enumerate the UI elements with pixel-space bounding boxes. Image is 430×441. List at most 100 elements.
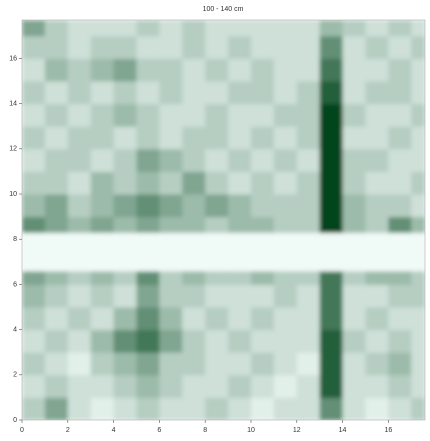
heat-cell <box>136 375 159 398</box>
heat-cell <box>297 217 320 233</box>
heat-cell <box>205 58 228 81</box>
heat-cell <box>68 271 91 285</box>
heat-cell <box>343 271 366 285</box>
heat-cell <box>274 217 297 233</box>
heat-cell <box>297 194 320 217</box>
heat-cell <box>205 375 228 398</box>
heat-cell <box>228 284 251 307</box>
heat-cell <box>114 375 137 398</box>
heat-cell <box>343 307 366 330</box>
heat-cell <box>114 104 137 127</box>
x-tick-label: 16 <box>384 427 392 434</box>
heat-cell <box>343 81 366 104</box>
heat-cell <box>114 232 137 271</box>
heat-cell <box>297 271 320 285</box>
heat-cell <box>274 375 297 398</box>
heat-cell <box>320 81 343 104</box>
heat-cell <box>114 397 137 420</box>
heat-cell <box>182 194 205 217</box>
heat-cell <box>228 20 251 36</box>
heat-cell <box>159 375 182 398</box>
heat-cell <box>136 330 159 353</box>
heat-cell <box>45 307 68 330</box>
heat-cell <box>365 284 388 307</box>
heat-cell <box>297 171 320 194</box>
heat-cell <box>365 20 388 36</box>
heat-cell <box>114 126 137 149</box>
heat-cell <box>22 232 45 271</box>
heat-cell <box>297 375 320 398</box>
heat-cell <box>45 171 68 194</box>
heat-cell <box>182 232 205 271</box>
heat-cell <box>411 284 425 307</box>
heat-cell <box>182 284 205 307</box>
heat-cell <box>388 284 411 307</box>
heat-cell <box>251 232 274 271</box>
heat-cell <box>251 171 274 194</box>
heat-cell <box>274 58 297 81</box>
heat-cell <box>365 104 388 127</box>
y-tick-label: 12 <box>9 146 17 153</box>
heat-cell <box>297 36 320 59</box>
heat-cell <box>182 330 205 353</box>
heat-cell <box>388 81 411 104</box>
heat-cell <box>388 232 411 271</box>
heat-cell <box>68 81 91 104</box>
heat-cell <box>411 58 425 81</box>
heat-cell <box>297 20 320 36</box>
heat-cell <box>320 104 343 127</box>
heat-cell <box>343 194 366 217</box>
heat-cell <box>159 397 182 420</box>
heat-cell <box>320 375 343 398</box>
heat-cell <box>388 271 411 285</box>
heat-cell <box>205 284 228 307</box>
y-tick-label: 0 <box>13 417 17 424</box>
y-tick-label: 14 <box>9 100 17 107</box>
heat-cell <box>297 307 320 330</box>
heat-cell <box>91 330 114 353</box>
heat-cell <box>114 330 137 353</box>
heat-cell <box>343 104 366 127</box>
heat-cell <box>343 149 366 172</box>
heat-cell <box>136 81 159 104</box>
heat-cell <box>411 232 425 271</box>
heat-cell <box>136 194 159 217</box>
heat-cell <box>343 330 366 353</box>
heat-cell <box>68 284 91 307</box>
heat-cell <box>45 352 68 375</box>
heat-cell <box>182 36 205 59</box>
heat-cell <box>388 126 411 149</box>
heat-cell <box>320 20 343 36</box>
heat-cell <box>136 20 159 36</box>
heat-cell <box>251 20 274 36</box>
heat-cell <box>22 104 45 127</box>
heat-cell <box>411 352 425 375</box>
x-tick-label: 2 <box>66 427 70 434</box>
heat-cell <box>365 171 388 194</box>
y-tick-label: 4 <box>13 326 17 333</box>
heat-cell <box>159 194 182 217</box>
heat-cell <box>136 271 159 285</box>
heat-cell <box>68 171 91 194</box>
heat-cell <box>182 307 205 330</box>
heat-cell <box>228 217 251 233</box>
heat-cell <box>411 194 425 217</box>
heat-cell <box>228 149 251 172</box>
heat-cell <box>274 232 297 271</box>
heat-cell <box>182 397 205 420</box>
heat-cell <box>297 232 320 271</box>
heat-cell <box>114 217 137 233</box>
heat-cell <box>159 126 182 149</box>
heat-cell <box>388 330 411 353</box>
heat-cell <box>22 375 45 398</box>
heat-cell <box>228 232 251 271</box>
heat-cell <box>91 20 114 36</box>
heat-cell <box>251 58 274 81</box>
heat-cell <box>320 232 343 271</box>
heat-cell <box>365 194 388 217</box>
heat-cell <box>388 149 411 172</box>
heat-cell <box>251 271 274 285</box>
heat-cell <box>136 284 159 307</box>
heat-cell <box>343 397 366 420</box>
heat-cell <box>365 330 388 353</box>
